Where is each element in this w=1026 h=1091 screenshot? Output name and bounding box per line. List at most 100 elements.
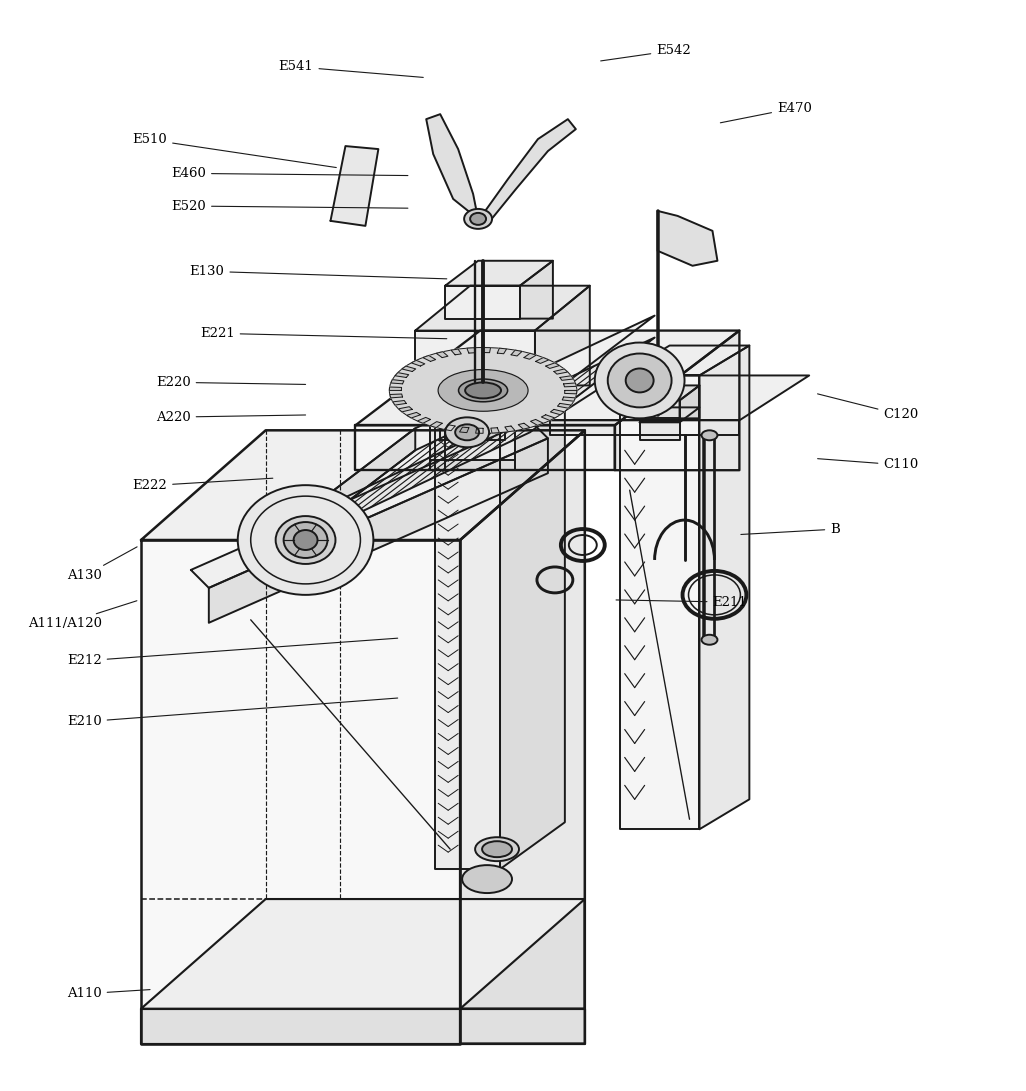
Ellipse shape xyxy=(626,369,654,393)
Text: C120: C120 xyxy=(818,394,918,421)
Text: E212: E212 xyxy=(67,638,398,668)
Text: E221: E221 xyxy=(200,327,446,339)
Polygon shape xyxy=(658,211,717,266)
Polygon shape xyxy=(511,350,522,356)
Polygon shape xyxy=(460,430,585,1044)
Polygon shape xyxy=(639,400,679,418)
Polygon shape xyxy=(355,425,615,470)
Polygon shape xyxy=(460,427,469,433)
Polygon shape xyxy=(440,429,505,441)
Polygon shape xyxy=(390,394,402,398)
Polygon shape xyxy=(435,379,565,425)
Polygon shape xyxy=(550,409,564,415)
Polygon shape xyxy=(679,385,700,418)
Polygon shape xyxy=(620,375,700,829)
Ellipse shape xyxy=(276,516,336,564)
Polygon shape xyxy=(436,351,448,358)
Ellipse shape xyxy=(482,841,512,858)
Polygon shape xyxy=(518,423,530,429)
Polygon shape xyxy=(530,419,544,425)
Polygon shape xyxy=(620,346,749,375)
Text: E211: E211 xyxy=(616,596,747,609)
Polygon shape xyxy=(290,337,655,546)
Polygon shape xyxy=(430,385,515,395)
Text: B: B xyxy=(741,523,840,536)
Polygon shape xyxy=(430,421,442,428)
Text: A220: A220 xyxy=(156,410,306,423)
Polygon shape xyxy=(430,385,445,470)
Polygon shape xyxy=(639,422,679,441)
Polygon shape xyxy=(393,400,406,405)
Ellipse shape xyxy=(438,370,528,411)
Polygon shape xyxy=(490,428,500,433)
Polygon shape xyxy=(330,146,379,226)
Polygon shape xyxy=(460,899,585,1009)
Ellipse shape xyxy=(464,208,492,229)
Polygon shape xyxy=(498,348,507,353)
Polygon shape xyxy=(451,349,462,355)
Polygon shape xyxy=(639,385,700,400)
Polygon shape xyxy=(500,385,515,470)
Polygon shape xyxy=(550,420,740,435)
Polygon shape xyxy=(564,391,577,394)
Ellipse shape xyxy=(445,418,489,447)
Ellipse shape xyxy=(470,213,486,225)
Polygon shape xyxy=(355,331,740,425)
Text: E542: E542 xyxy=(600,44,690,61)
Ellipse shape xyxy=(465,383,501,398)
Text: A111/A120: A111/A120 xyxy=(28,601,136,631)
Polygon shape xyxy=(416,286,590,331)
Polygon shape xyxy=(542,415,555,420)
Polygon shape xyxy=(554,369,567,374)
Polygon shape xyxy=(423,356,436,361)
Polygon shape xyxy=(391,380,404,384)
Polygon shape xyxy=(191,420,548,588)
Polygon shape xyxy=(550,375,810,420)
Polygon shape xyxy=(389,387,401,391)
Polygon shape xyxy=(639,407,700,422)
Polygon shape xyxy=(430,460,515,470)
Ellipse shape xyxy=(702,430,717,441)
Polygon shape xyxy=(536,358,549,363)
Polygon shape xyxy=(524,353,537,359)
Ellipse shape xyxy=(238,485,373,595)
Polygon shape xyxy=(444,424,456,431)
Polygon shape xyxy=(520,261,553,319)
Ellipse shape xyxy=(389,348,577,433)
Polygon shape xyxy=(557,404,571,408)
Ellipse shape xyxy=(456,424,479,441)
Polygon shape xyxy=(700,346,749,829)
Polygon shape xyxy=(141,540,460,1044)
Ellipse shape xyxy=(462,865,512,894)
Polygon shape xyxy=(416,331,535,385)
Polygon shape xyxy=(398,407,412,412)
Polygon shape xyxy=(402,367,416,371)
Text: C110: C110 xyxy=(818,458,918,471)
Ellipse shape xyxy=(475,837,519,861)
Ellipse shape xyxy=(459,379,508,401)
Text: E130: E130 xyxy=(190,265,446,279)
Polygon shape xyxy=(505,425,515,432)
Ellipse shape xyxy=(595,343,684,418)
Polygon shape xyxy=(535,286,590,385)
Text: A130: A130 xyxy=(67,547,137,583)
Ellipse shape xyxy=(283,523,327,558)
Text: E470: E470 xyxy=(720,101,812,123)
Polygon shape xyxy=(445,286,520,319)
Polygon shape xyxy=(615,331,740,470)
Polygon shape xyxy=(406,412,421,418)
Text: E460: E460 xyxy=(171,167,408,180)
Polygon shape xyxy=(418,418,431,423)
Polygon shape xyxy=(395,373,408,377)
Polygon shape xyxy=(562,397,576,401)
Polygon shape xyxy=(560,375,574,381)
Polygon shape xyxy=(426,115,478,219)
Ellipse shape xyxy=(607,353,672,407)
Text: E520: E520 xyxy=(171,200,408,213)
Polygon shape xyxy=(435,425,500,870)
Text: E220: E220 xyxy=(156,375,306,388)
Text: A110: A110 xyxy=(67,987,150,1000)
Text: E510: E510 xyxy=(132,133,337,168)
Ellipse shape xyxy=(293,530,317,550)
Polygon shape xyxy=(483,348,490,352)
